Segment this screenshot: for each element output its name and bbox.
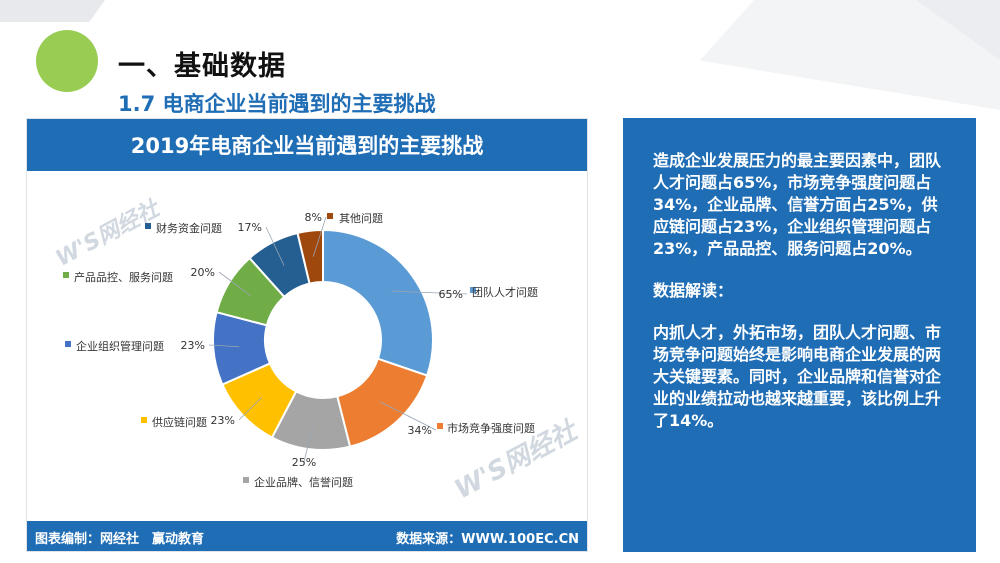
category-label: 财务资金问题 [156,221,222,235]
category-label: 产品品控、服务问题 [74,270,173,284]
page-subtitle: 1.7 电商企业当前遇到的主要挑战 [118,92,436,116]
legend-swatch [141,417,147,423]
category-label: 企业组织管理问题 [76,339,164,353]
legend-swatch [63,272,69,278]
section-title: 一、基础数据 [118,51,286,82]
donut-slice [322,228,434,377]
background-shape [0,0,105,22]
value-label: 23% [181,339,205,352]
category-label: 供应链问题 [152,415,207,429]
decorative-circle [36,30,98,92]
leader-line [238,397,262,421]
category-label: 团队人才问题 [472,285,538,299]
chart-source: 数据来源：WWW.100EC.CN [396,532,579,547]
leader-line [391,290,468,295]
value-label: 23% [211,414,235,427]
value-label: 8% [305,211,322,224]
leader-line [312,216,327,257]
category-label: 企业品牌、信誉问题 [254,475,353,489]
info-panel: 造成企业发展压力的最主要因素中，团队人才问题占65%，市场竞争强度问题占34%，… [623,118,976,552]
legend-swatch [65,341,71,347]
value-label: 17% [238,221,262,234]
category-label: 市场竞争强度问题 [447,421,535,435]
leader-line [218,271,252,297]
chart-title: 2019年电商企业当前遇到的主要挑战 [27,119,587,171]
legend-swatch [327,213,333,219]
leader-line [303,423,314,463]
chart-credit: 图表编制：网经社 赢动教育 [35,532,205,547]
chart-footer: 图表编制：网经社 赢动教育 数据来源：WWW.100EC.CN [27,521,587,551]
value-label: 34% [408,424,432,437]
legend-swatch [243,477,249,483]
legend-swatch [470,287,476,293]
leader-line [379,401,437,431]
value-label: 65% [439,288,463,301]
interpretation-text: 内抓人才，外拓市场，团队人才问题、市场竞争问题始终是影响电商企业发展的两大关键要… [653,323,942,430]
legend-swatch [145,223,151,229]
summary-text: 造成企业发展压力的最主要因素中，团队人才问题占65%，市场竞争强度问题占34%，… [653,151,942,258]
interpretation-heading: 数据解读： [653,281,734,300]
legend-swatch [437,423,443,429]
leader-line [265,226,285,266]
chart-panel: 2019年电商企业当前遇到的主要挑战 图表编制：网经社 赢动教育 数据来源：WW… [26,118,588,552]
category-label: 其他问题 [339,212,383,225]
value-label: 20% [191,266,215,279]
leader-line [208,344,240,348]
value-label: 25% [292,456,316,469]
donut-slice [296,228,324,285]
